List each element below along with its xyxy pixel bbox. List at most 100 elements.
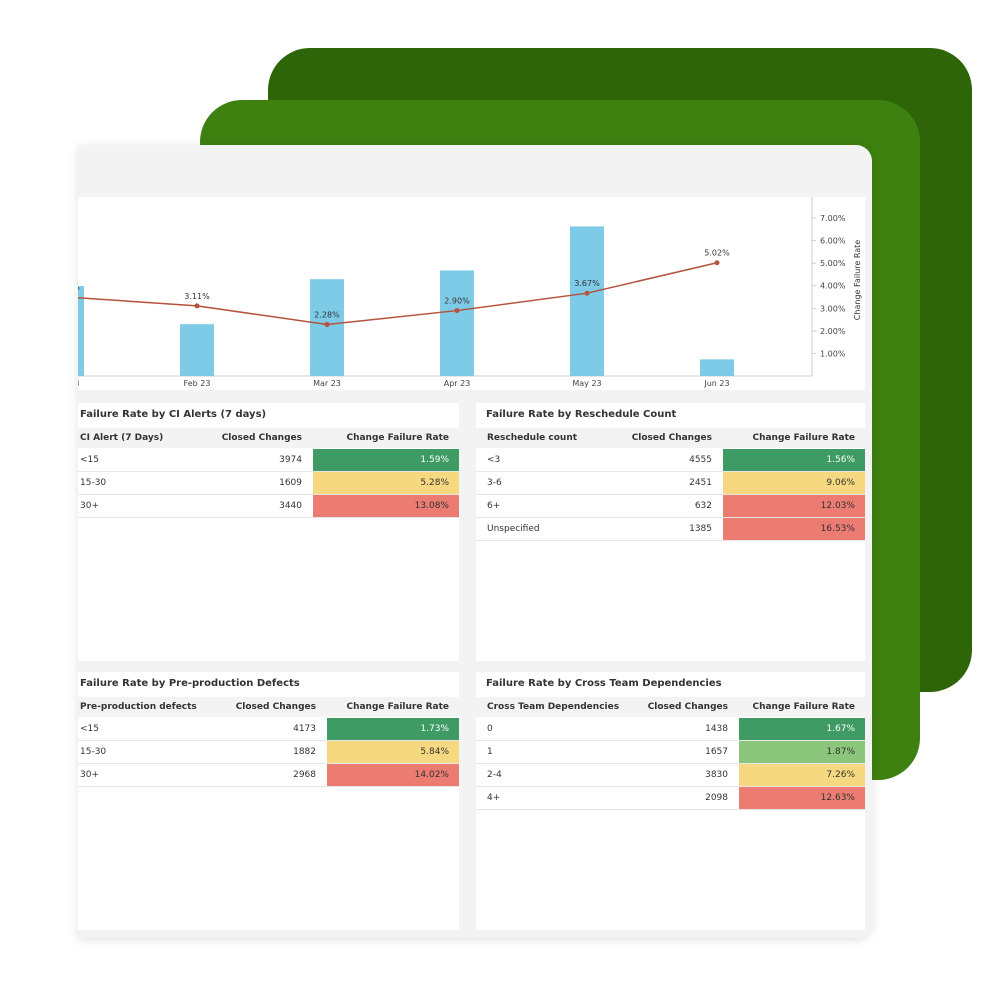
y2-tick-label: 3.00% — [820, 304, 846, 313]
closed-changes: 632 — [694, 501, 712, 511]
column-header: Pre-production defects — [80, 702, 197, 712]
bar — [180, 324, 214, 376]
bar — [50, 286, 84, 376]
column-header: Reschedule count — [487, 433, 578, 443]
row-label: 30+ — [80, 770, 99, 780]
x-tick-label: Jan 23 — [78, 379, 80, 388]
x-tick-label: Mar 23 — [313, 379, 341, 388]
table-header: Reschedule count Closed Changes Change Fai… — [476, 428, 865, 448]
rate-cell: 13.08% — [313, 495, 459, 517]
table-row: Unspecified 1385 16.53% — [476, 518, 865, 541]
rate-cell: 16.53% — [723, 518, 865, 540]
closed-changes: 1385 — [689, 524, 712, 534]
bar — [440, 270, 474, 376]
row-label: <15 — [80, 724, 99, 734]
table-row: <15 4173 1.73% — [78, 718, 459, 741]
line-point — [584, 290, 590, 296]
table-panel: Failure Rate by CI Alerts (7 days) CI Ale… — [78, 403, 459, 661]
closed-changes: 4555 — [689, 455, 712, 465]
column-header: Closed Changes — [221, 433, 302, 443]
table-row: <3 4555 1.56% — [476, 449, 865, 472]
closed-changes: 3440 — [279, 501, 302, 511]
line-point — [324, 322, 330, 328]
y2-tick-label: 5.00% — [820, 259, 846, 268]
line-point — [194, 303, 200, 309]
column-header: CI Alert (7 Days) — [80, 433, 164, 443]
table-title: Failure Rate by Cross Team Dependencies — [486, 678, 722, 689]
y2-tick-label: 7.00% — [820, 214, 846, 223]
table-row: <15 3974 1.59% — [78, 449, 459, 472]
row-label: <15 — [80, 455, 99, 465]
x-tick-label: Apr 23 — [444, 379, 471, 388]
column-header: Closed Changes — [631, 433, 712, 443]
row-label: 15-30 — [80, 478, 107, 488]
closed-changes: 4173 — [293, 724, 316, 734]
data-label: 3.11% — [184, 292, 210, 301]
data-label: 2.28% — [314, 311, 340, 320]
y2-tick-label: 6.00% — [820, 237, 846, 246]
line-point — [454, 308, 460, 314]
y2-tick-label: 1.00% — [820, 349, 846, 358]
row-label: <3 — [487, 455, 501, 465]
rate-cell: 1.59% — [313, 449, 459, 471]
table-row: 2-4 3830 7.26% — [476, 764, 865, 787]
data-label: 2.90% — [444, 297, 470, 306]
table-row: 30+ 2968 14.02% — [78, 764, 459, 787]
table-title: Failure Rate by Pre-production Defects — [80, 678, 300, 689]
chart-panel: 1.00% 2.00% 3.00% 4.00% 5.00% 6.00% 7.00% Chang… — [50, 197, 865, 390]
row-label: 30+ — [80, 501, 99, 511]
table-panel: Failure Rate by Pre-production Defects Pr… — [78, 672, 459, 930]
x-tick-label: May 23 — [572, 379, 601, 388]
rate-cell: 12.63% — [739, 787, 865, 809]
table-panel: Failure Rate by Cross Team Dependencies C… — [476, 672, 865, 930]
table-row: 30+ 3440 13.08% — [78, 495, 459, 518]
rate-cell: 5.84% — [327, 741, 459, 763]
column-header: Change Failure Rate — [752, 433, 855, 443]
table-row: 6+ 632 12.03% — [476, 495, 865, 518]
rate-cell: 7.26% — [739, 764, 865, 786]
table-title: Failure Rate by CI Alerts (7 days) — [80, 409, 267, 420]
closed-changes: 1657 — [705, 747, 728, 757]
column-header: Change Failure Rate — [346, 702, 449, 712]
row-label: 15-30 — [80, 747, 107, 757]
x-tick-label: Feb 23 — [184, 379, 211, 388]
column-header: Closed Changes — [235, 702, 316, 712]
row-label: 2-4 — [487, 770, 502, 780]
chart: 1.00% 2.00% 3.00% 4.00% 5.00% 6.00% 7.00% Chang… — [50, 197, 862, 388]
row-label: Unspecified — [487, 524, 540, 534]
closed-changes: 2098 — [705, 793, 728, 803]
rate-cell: 1.67% — [739, 718, 865, 740]
rate-cell: 1.56% — [723, 449, 865, 471]
bar — [700, 359, 734, 376]
table-row: 1 1657 1.87% — [476, 741, 865, 764]
rate-cell: 5.28% — [313, 472, 459, 494]
rate-cell: 12.03% — [723, 495, 865, 517]
data-label: 3.67% — [574, 279, 600, 288]
table-row: 15-30 1882 5.84% — [78, 741, 459, 764]
table-row: 3-6 2451 9.06% — [476, 472, 865, 495]
table-panel: Failure Rate by Reschedule Count Reschedu… — [476, 403, 865, 661]
row-label: 3-6 — [487, 478, 502, 488]
rate-cell: 1.87% — [739, 741, 865, 763]
column-header: Closed Changes — [647, 702, 728, 712]
line-point — [714, 260, 720, 266]
closed-changes: 3830 — [705, 770, 728, 780]
rate-cell: 14.02% — [327, 764, 459, 786]
closed-changes: 3974 — [279, 455, 302, 465]
closed-changes: 1882 — [293, 747, 316, 757]
line — [66, 261, 718, 326]
column-header: Change Failure Rate — [346, 433, 449, 443]
row-label: 6+ — [487, 501, 501, 511]
bar — [570, 226, 604, 376]
row-label: 4+ — [487, 793, 501, 803]
row-label: 0 — [487, 724, 493, 734]
table-header: Cross Team Dependencies Closed Changes Cha… — [476, 697, 865, 717]
column-header: Cross Team Dependencies — [487, 702, 620, 712]
table-header: CI Alert (7 Days) Closed Changes Change Fa… — [78, 428, 459, 448]
rate-cell: 1.73% — [327, 718, 459, 740]
column-header: Change Failure Rate — [752, 702, 855, 712]
table-row: 0 1438 1.67% — [476, 718, 865, 741]
closed-changes: 1438 — [705, 724, 728, 734]
y2-tick-label: 4.00% — [820, 282, 846, 291]
